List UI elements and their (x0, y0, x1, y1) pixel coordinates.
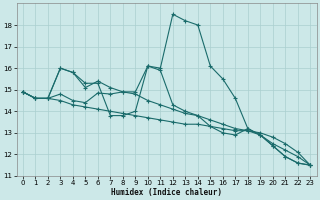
X-axis label: Humidex (Indice chaleur): Humidex (Indice chaleur) (111, 188, 222, 197)
